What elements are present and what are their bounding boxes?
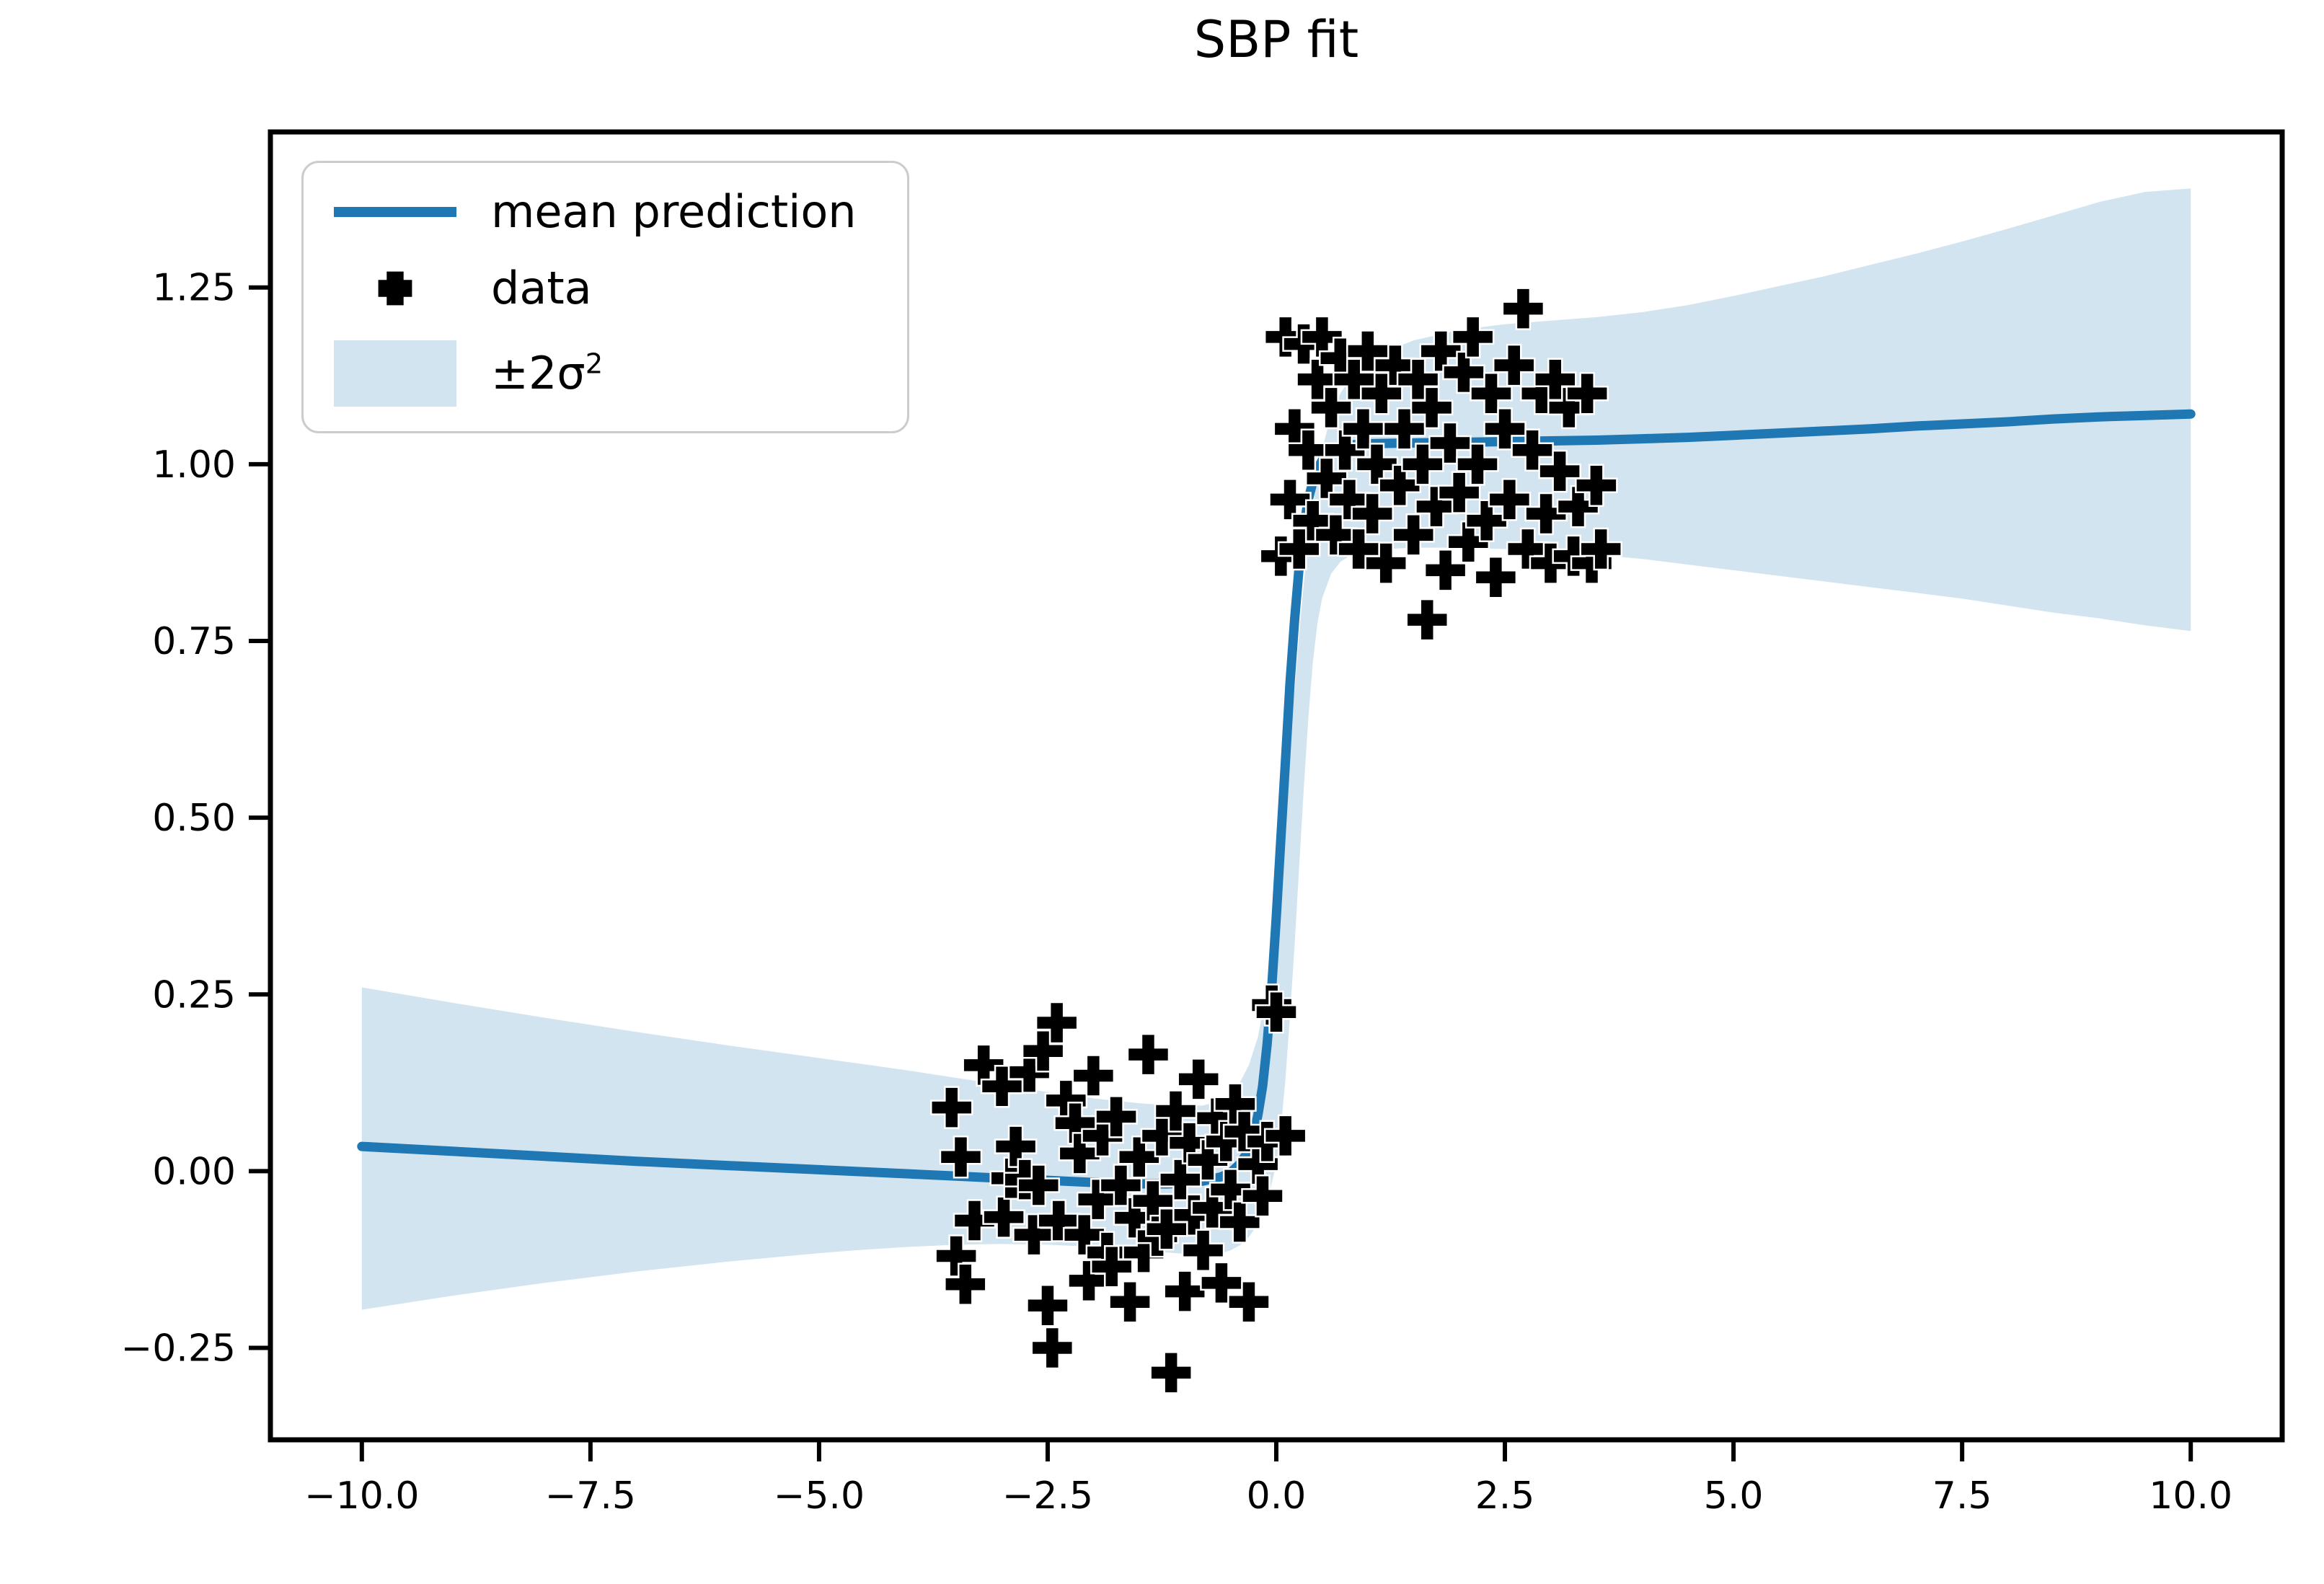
y-tick-label: 0.50 bbox=[152, 797, 236, 840]
data-point bbox=[1575, 464, 1618, 508]
data-point bbox=[1378, 464, 1421, 508]
data-point bbox=[1058, 1132, 1102, 1175]
plus-marker-icon bbox=[378, 271, 412, 306]
data-point bbox=[935, 1234, 978, 1278]
legend-line-sample bbox=[334, 207, 456, 218]
legend-item-band: ±2σ2 bbox=[334, 340, 857, 407]
data-point bbox=[1501, 287, 1545, 330]
legend-marker-sample bbox=[334, 262, 456, 314]
x-tick-label: 2.5 bbox=[1475, 1474, 1535, 1518]
uncertainty-band bbox=[361, 188, 2191, 1310]
data-point bbox=[1149, 1351, 1193, 1394]
x-tick-label: 7.5 bbox=[1932, 1474, 1992, 1518]
y-tick-label: 1.00 bbox=[152, 443, 236, 487]
data-point bbox=[1464, 499, 1508, 543]
data-point bbox=[944, 1262, 987, 1306]
data-point bbox=[1565, 372, 1609, 415]
y-tick-label: 0.25 bbox=[152, 973, 236, 1017]
legend-item-mean-prediction: mean prediction bbox=[334, 187, 857, 236]
data-point bbox=[1351, 492, 1394, 536]
data-point bbox=[1364, 541, 1408, 585]
legend-label-band-main: ±2σ bbox=[491, 347, 586, 400]
legend-label-band-sup: 2 bbox=[585, 348, 604, 381]
y-tick-label: 0.75 bbox=[152, 620, 236, 663]
data-point bbox=[1159, 1158, 1202, 1201]
data-point bbox=[1186, 1138, 1229, 1182]
data-point bbox=[994, 1125, 1038, 1168]
x-tick-label: −10.0 bbox=[304, 1474, 419, 1518]
band-swatch-icon bbox=[334, 340, 456, 407]
data-point bbox=[1108, 1280, 1152, 1324]
data-point bbox=[1177, 1058, 1220, 1101]
data-point bbox=[1126, 1032, 1170, 1076]
data-point bbox=[1451, 315, 1495, 359]
data-point bbox=[1072, 1054, 1115, 1097]
data-point bbox=[930, 1086, 973, 1129]
data-point bbox=[953, 1199, 997, 1242]
data-point bbox=[982, 1195, 1025, 1239]
x-tick-label: 5.0 bbox=[1704, 1474, 1764, 1518]
legend-band-sample bbox=[334, 340, 456, 407]
data-point bbox=[1099, 1164, 1143, 1207]
x-tick-label: 0.0 bbox=[1247, 1474, 1307, 1518]
x-tick-label: −2.5 bbox=[1002, 1474, 1093, 1518]
data-point bbox=[1405, 598, 1449, 642]
data-point bbox=[1423, 549, 1467, 592]
line-swatch-icon bbox=[334, 207, 456, 218]
data-point bbox=[1263, 1114, 1307, 1158]
data-point bbox=[1227, 1280, 1271, 1324]
data-point bbox=[1026, 1283, 1069, 1327]
data-point bbox=[1446, 520, 1490, 564]
legend-label-mean-prediction: mean prediction bbox=[491, 185, 857, 238]
x-tick-label: −7.5 bbox=[545, 1474, 636, 1518]
y-tick-label: 1.25 bbox=[152, 267, 236, 310]
legend-label-band: ±2σ2 bbox=[491, 347, 604, 400]
data-point bbox=[1410, 386, 1454, 430]
legend: mean prediction data ±2σ2 bbox=[301, 161, 909, 434]
chart-title: SBP fit bbox=[1193, 10, 1359, 69]
x-tick-label: −5.0 bbox=[774, 1474, 865, 1518]
data-point bbox=[1017, 1164, 1061, 1207]
data-point bbox=[1218, 1200, 1262, 1244]
data-point bbox=[1524, 492, 1568, 536]
data-point bbox=[1255, 991, 1298, 1034]
data-point bbox=[1456, 443, 1499, 486]
data-point bbox=[1095, 1095, 1138, 1138]
data-point bbox=[1309, 386, 1353, 430]
data-point bbox=[1579, 527, 1622, 571]
data-point bbox=[1181, 1229, 1225, 1272]
y-tick-label: 0.00 bbox=[152, 1150, 236, 1193]
data-point bbox=[939, 1136, 983, 1179]
legend-item-data: data bbox=[334, 262, 857, 314]
legend-label-data: data bbox=[491, 262, 592, 315]
data-point bbox=[1382, 407, 1426, 451]
data-point bbox=[1163, 1270, 1206, 1313]
data-point bbox=[1241, 1174, 1284, 1218]
y-tick-label: −0.25 bbox=[121, 1327, 236, 1371]
data-point bbox=[1035, 1001, 1079, 1045]
data-point bbox=[1030, 1326, 1074, 1370]
data-point bbox=[1090, 1245, 1134, 1288]
data-point bbox=[1556, 485, 1600, 528]
data-point bbox=[1470, 372, 1513, 415]
data-point bbox=[1118, 1136, 1161, 1179]
data-point bbox=[1214, 1082, 1257, 1125]
data-point bbox=[1392, 513, 1435, 557]
data-point bbox=[1044, 1079, 1088, 1123]
x-tick-label: 10.0 bbox=[2149, 1474, 2232, 1518]
data-point bbox=[1401, 443, 1444, 486]
mean-prediction-line bbox=[357, 409, 2196, 1189]
data-point bbox=[1474, 555, 1518, 599]
